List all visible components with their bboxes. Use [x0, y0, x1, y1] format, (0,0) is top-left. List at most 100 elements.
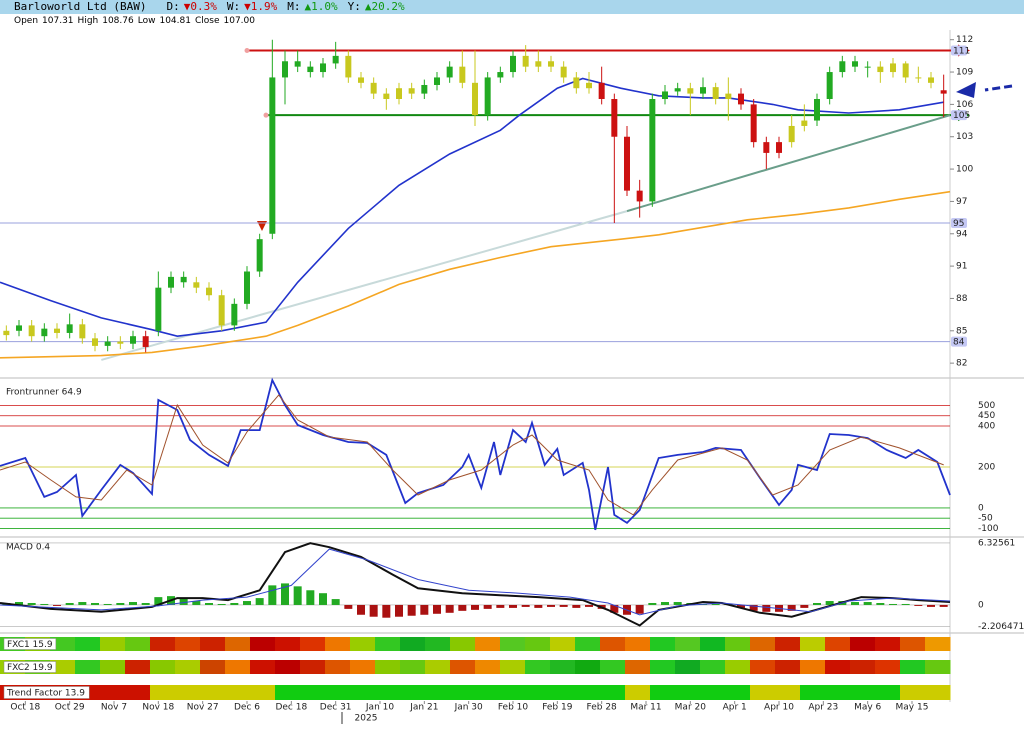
y-tick-label: 0	[978, 600, 984, 610]
y-tick-label: 91	[956, 262, 967, 272]
candle-body	[725, 93, 732, 99]
histogram-bar	[53, 604, 61, 606]
heat-cell	[750, 660, 776, 674]
heat-cell	[50, 637, 76, 651]
heat-cell	[700, 660, 726, 674]
histogram-bar	[547, 604, 555, 607]
heat-cell	[800, 637, 826, 651]
year-label: 2025	[355, 714, 378, 724]
candle-body	[104, 341, 111, 346]
heat-cell	[600, 685, 626, 700]
y-tick-label: -100	[978, 524, 999, 534]
candle-body	[282, 61, 288, 78]
y-tick-label: 0	[978, 503, 984, 513]
histogram-bar	[800, 604, 809, 608]
heat-cell	[150, 660, 176, 674]
heat-cell	[275, 637, 301, 651]
histogram-bar	[927, 604, 935, 607]
x-tick-label: May 15	[896, 703, 929, 713]
change-value: ▲20.2%	[364, 0, 405, 13]
histogram-bar	[433, 604, 441, 614]
candle-body	[130, 336, 136, 344]
histogram-bar	[293, 586, 302, 605]
histogram-bar	[901, 603, 910, 605]
histogram-bar	[141, 602, 150, 605]
heat-cell	[700, 685, 726, 700]
histogram-bar	[230, 602, 239, 605]
x-tick-label: Oct 29	[55, 703, 85, 713]
level-label: 105	[953, 111, 970, 121]
heat-cell	[675, 660, 701, 674]
heat-cell	[325, 637, 351, 651]
heat-cell	[200, 660, 226, 674]
heat-cell	[150, 637, 176, 651]
histogram-bar	[825, 601, 834, 605]
heat-cell	[200, 637, 226, 651]
histogram-bar	[331, 599, 340, 605]
heat-cell	[600, 660, 626, 674]
histogram-bar	[154, 597, 163, 605]
heat-cell	[350, 660, 376, 674]
candle-body	[54, 328, 60, 333]
histogram-bar	[762, 604, 771, 612]
panel-title: Frontrunner 64.9	[6, 388, 82, 398]
candle-body	[662, 91, 668, 99]
histogram-bar	[749, 604, 758, 611]
histogram-bar	[268, 585, 277, 605]
candle-body	[700, 87, 706, 94]
ohlc-line: Open 107.31 High 108.76 Low 104.81 Close 107.00	[14, 16, 259, 26]
histogram-bar	[357, 604, 365, 615]
ohlc-value: 107.31	[42, 16, 74, 26]
strip-title-box	[3, 661, 57, 673]
annotation-arrow	[984, 84, 1013, 92]
y-tick-label: 112	[956, 35, 973, 45]
heat-cell	[575, 637, 601, 651]
candle-body	[852, 61, 858, 67]
heat-cell	[725, 660, 751, 674]
heat-cell	[625, 660, 651, 674]
y-tick-label: 450	[978, 411, 995, 421]
heat-cell	[375, 685, 401, 700]
heat-cell	[675, 685, 701, 700]
candle-body	[750, 104, 757, 143]
y-tick-label: 85	[956, 326, 967, 336]
candle-body	[839, 61, 846, 73]
histogram-bar	[737, 604, 745, 608]
histogram-bar	[217, 603, 226, 605]
x-tick-label: Mar 11	[630, 703, 661, 713]
candle-body	[586, 82, 592, 89]
strip-title: Trend Factor 13.9	[6, 689, 85, 699]
level-label-box	[951, 336, 967, 347]
trend-line	[626, 114, 951, 213]
candle-body	[560, 66, 567, 78]
candle-body	[915, 77, 922, 79]
histogram-bar	[179, 598, 188, 605]
heat-cell	[925, 660, 951, 674]
heat-cell	[150, 685, 176, 700]
histogram-bar	[851, 602, 859, 605]
heat-cell	[900, 637, 926, 651]
histogram-bar	[255, 598, 264, 605]
heat-cell	[375, 660, 401, 674]
histogram-bar	[863, 602, 872, 605]
histogram-bar	[420, 604, 429, 615]
histogram-bar	[243, 601, 251, 605]
heat-cell	[550, 660, 576, 674]
heat-cell	[675, 637, 701, 651]
candle-body	[383, 93, 390, 99]
histogram-bar	[15, 602, 23, 605]
header: Barloworld Ltd (BAW) D: ▼0.3% W: ▼1.9% M: ▲1.0…	[0, 0, 1024, 14]
candle-body	[814, 99, 820, 121]
y-tick-label: 88	[956, 294, 968, 304]
heat-cell	[700, 637, 726, 651]
heat-cell	[475, 660, 501, 674]
heat-cell	[550, 637, 576, 651]
heat-cell	[775, 637, 801, 651]
heat-cell	[125, 660, 151, 674]
histogram-bar	[27, 602, 36, 605]
x-tick-label: Nov 7	[101, 703, 127, 713]
heat-cell	[175, 685, 201, 700]
histogram-bar	[876, 602, 885, 605]
